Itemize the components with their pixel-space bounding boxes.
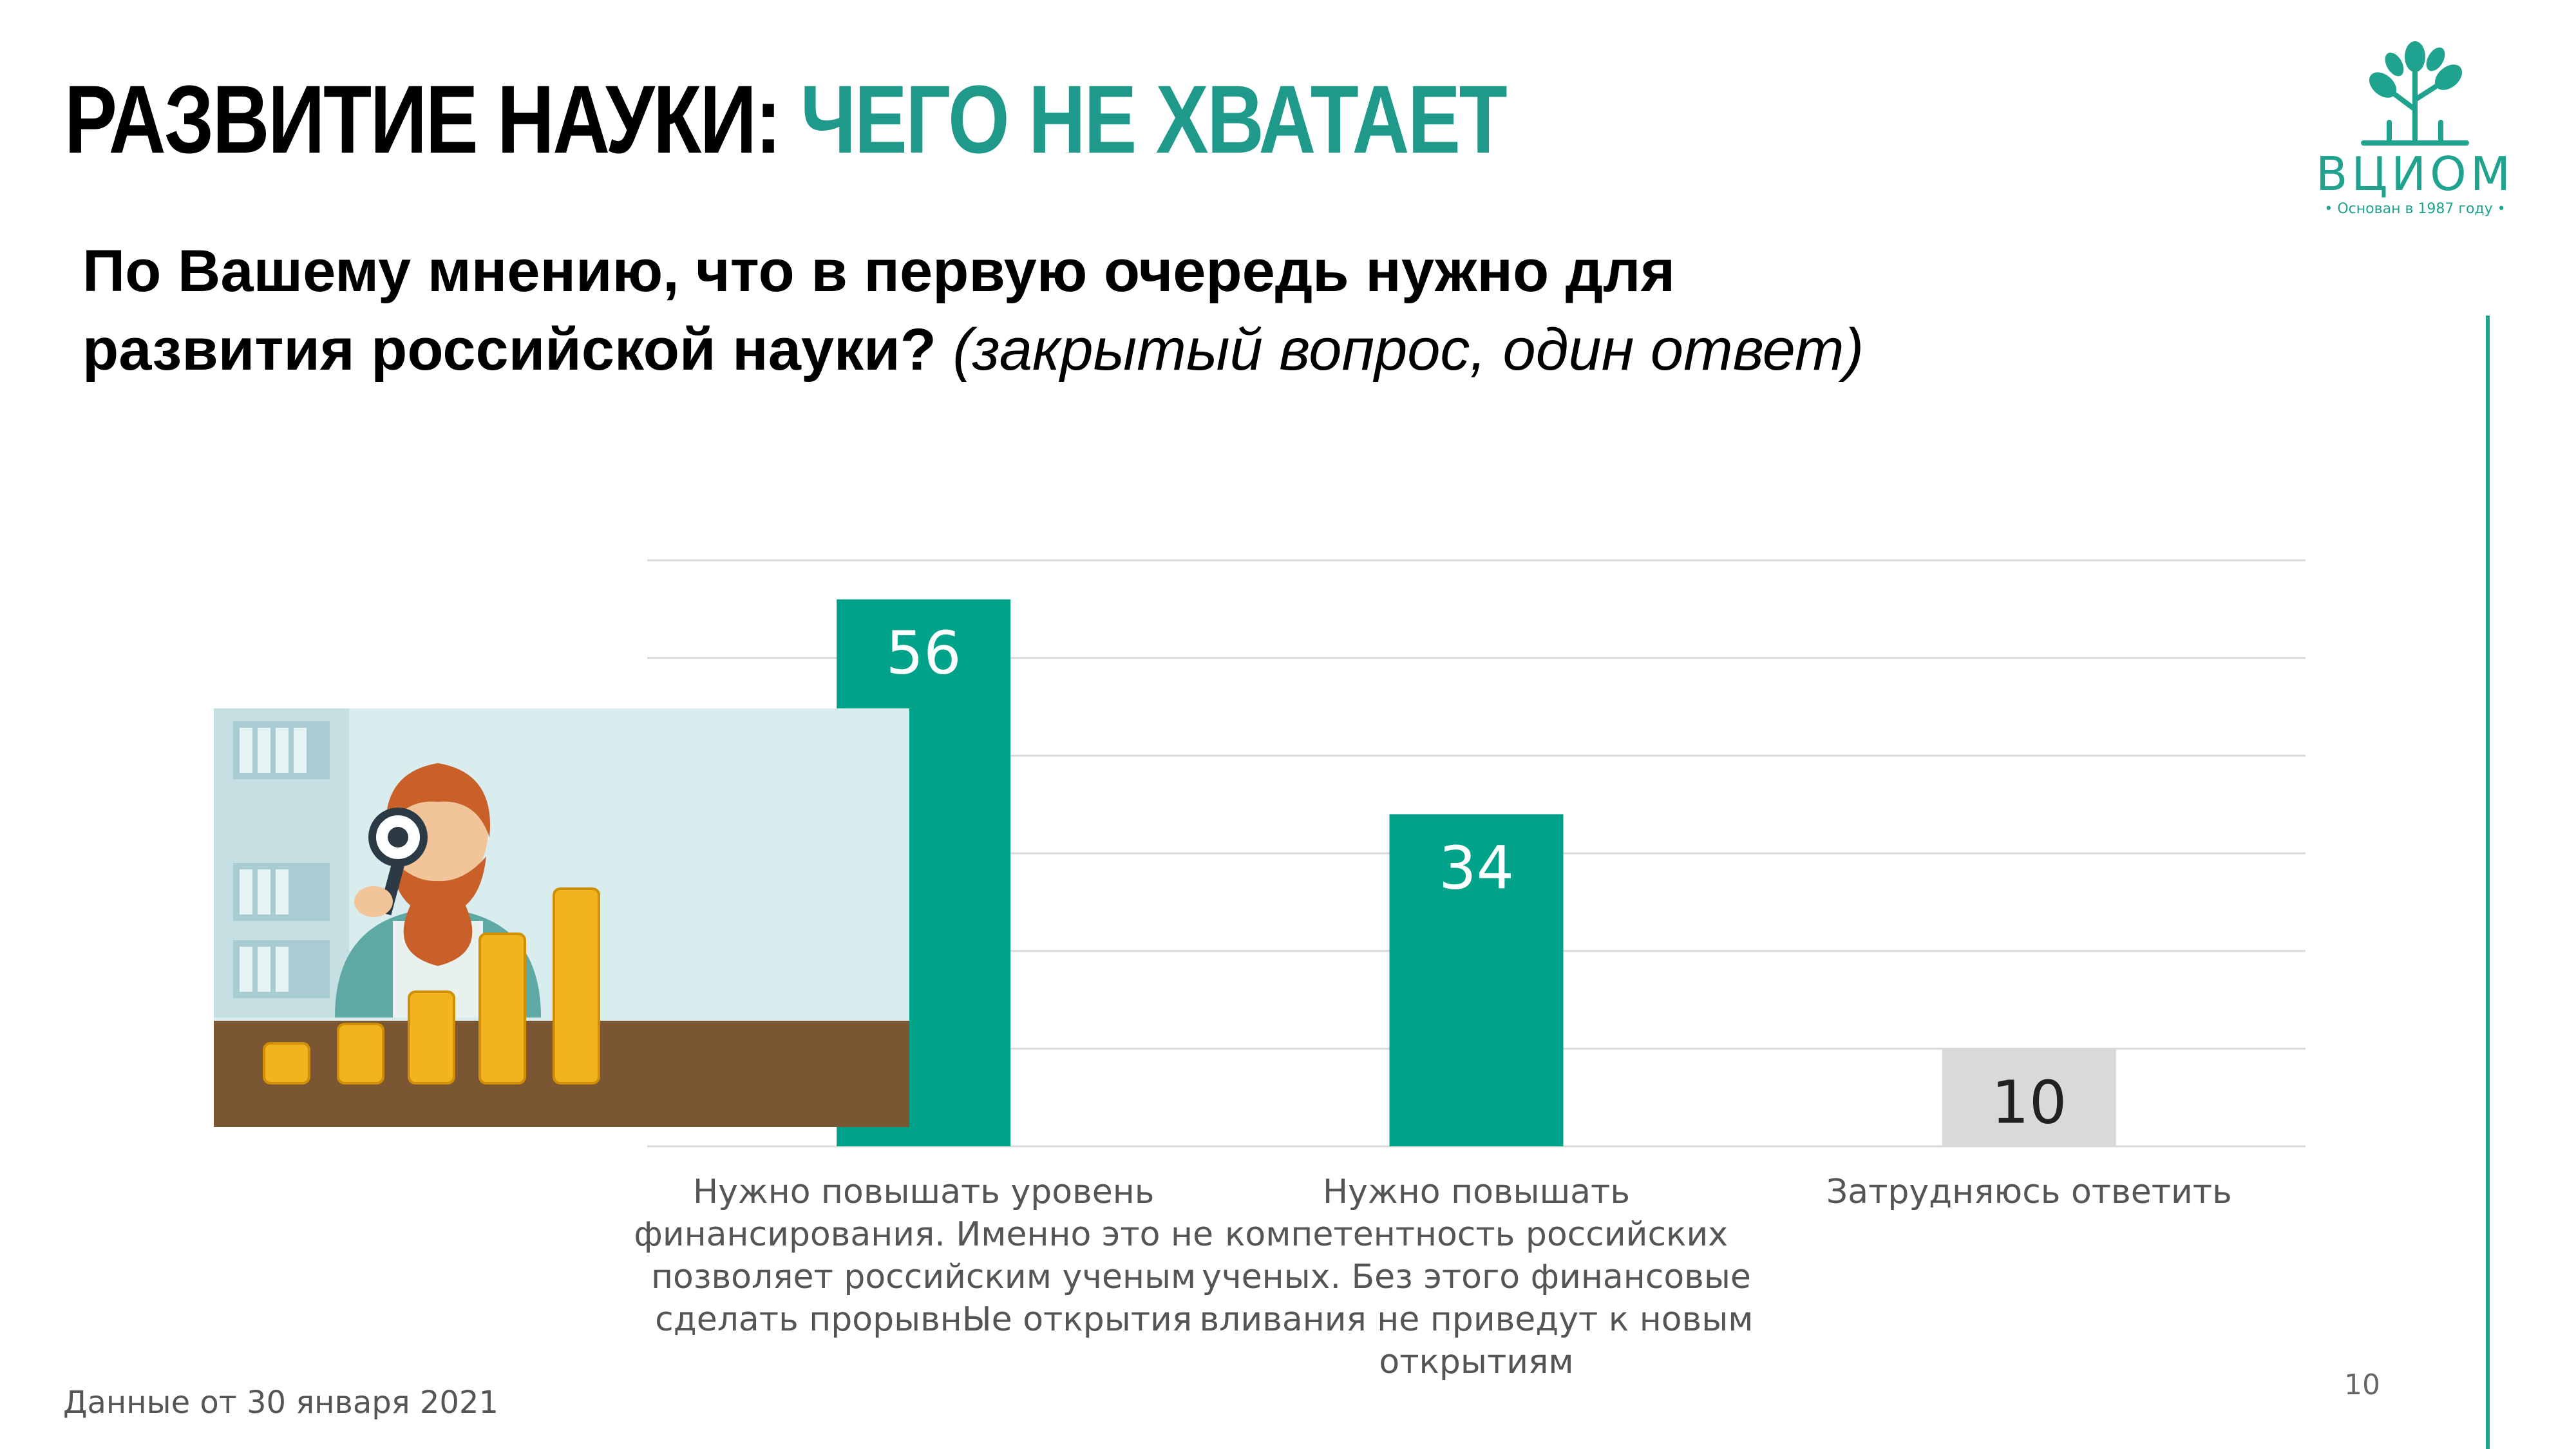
question-text: По Вашему мнению, что в первую очередь н… bbox=[82, 238, 1676, 383]
decorative-divider bbox=[2486, 316, 2490, 1449]
logo-name: ВЦИОМ bbox=[2316, 147, 2514, 201]
title-part-1: РАЗВИТИЕ НАУКИ: bbox=[64, 65, 782, 173]
data-label: 10 bbox=[1991, 1068, 2067, 1137]
category-label: Затрудняюсь ответить bbox=[1826, 1173, 2232, 1211]
bar bbox=[1942, 1048, 2116, 1146]
page-title: РАЗВИТИЕ НАУКИ: ЧЕГО НЕ ХВАТАЕТ bbox=[64, 71, 1508, 167]
page-number: 10 bbox=[2344, 1368, 2380, 1401]
title-part-2: ЧЕГО НЕ ХВАТАЕТ bbox=[800, 65, 1508, 173]
scientist-with-magnifier-and-coins-illustration bbox=[214, 708, 909, 1127]
tree-icon bbox=[2361, 41, 2469, 146]
category-label: Нужно повышать уровень финансирования. И… bbox=[634, 1173, 1213, 1339]
chart-data-labels: 56 34 10 bbox=[886, 619, 2067, 1137]
question-note: (закрытый вопрос, один ответ) bbox=[952, 317, 1864, 383]
category-label: Нужно повышать компетентность российских… bbox=[1199, 1173, 1754, 1381]
chart-bars bbox=[837, 599, 2116, 1146]
data-label: 56 bbox=[886, 619, 961, 688]
vciom-logo: ВЦИОМ • Основан в 1987 году • bbox=[2293, 39, 2537, 225]
survey-question: По Вашему мнению, что в первую очередь н… bbox=[82, 232, 1950, 389]
logo-subtitle: • Основан в 1987 году • bbox=[2324, 201, 2506, 217]
bar bbox=[1389, 814, 1564, 1146]
data-date-footnote: Данные от 30 января 2021 bbox=[63, 1385, 499, 1421]
data-label: 34 bbox=[1439, 833, 1514, 902]
